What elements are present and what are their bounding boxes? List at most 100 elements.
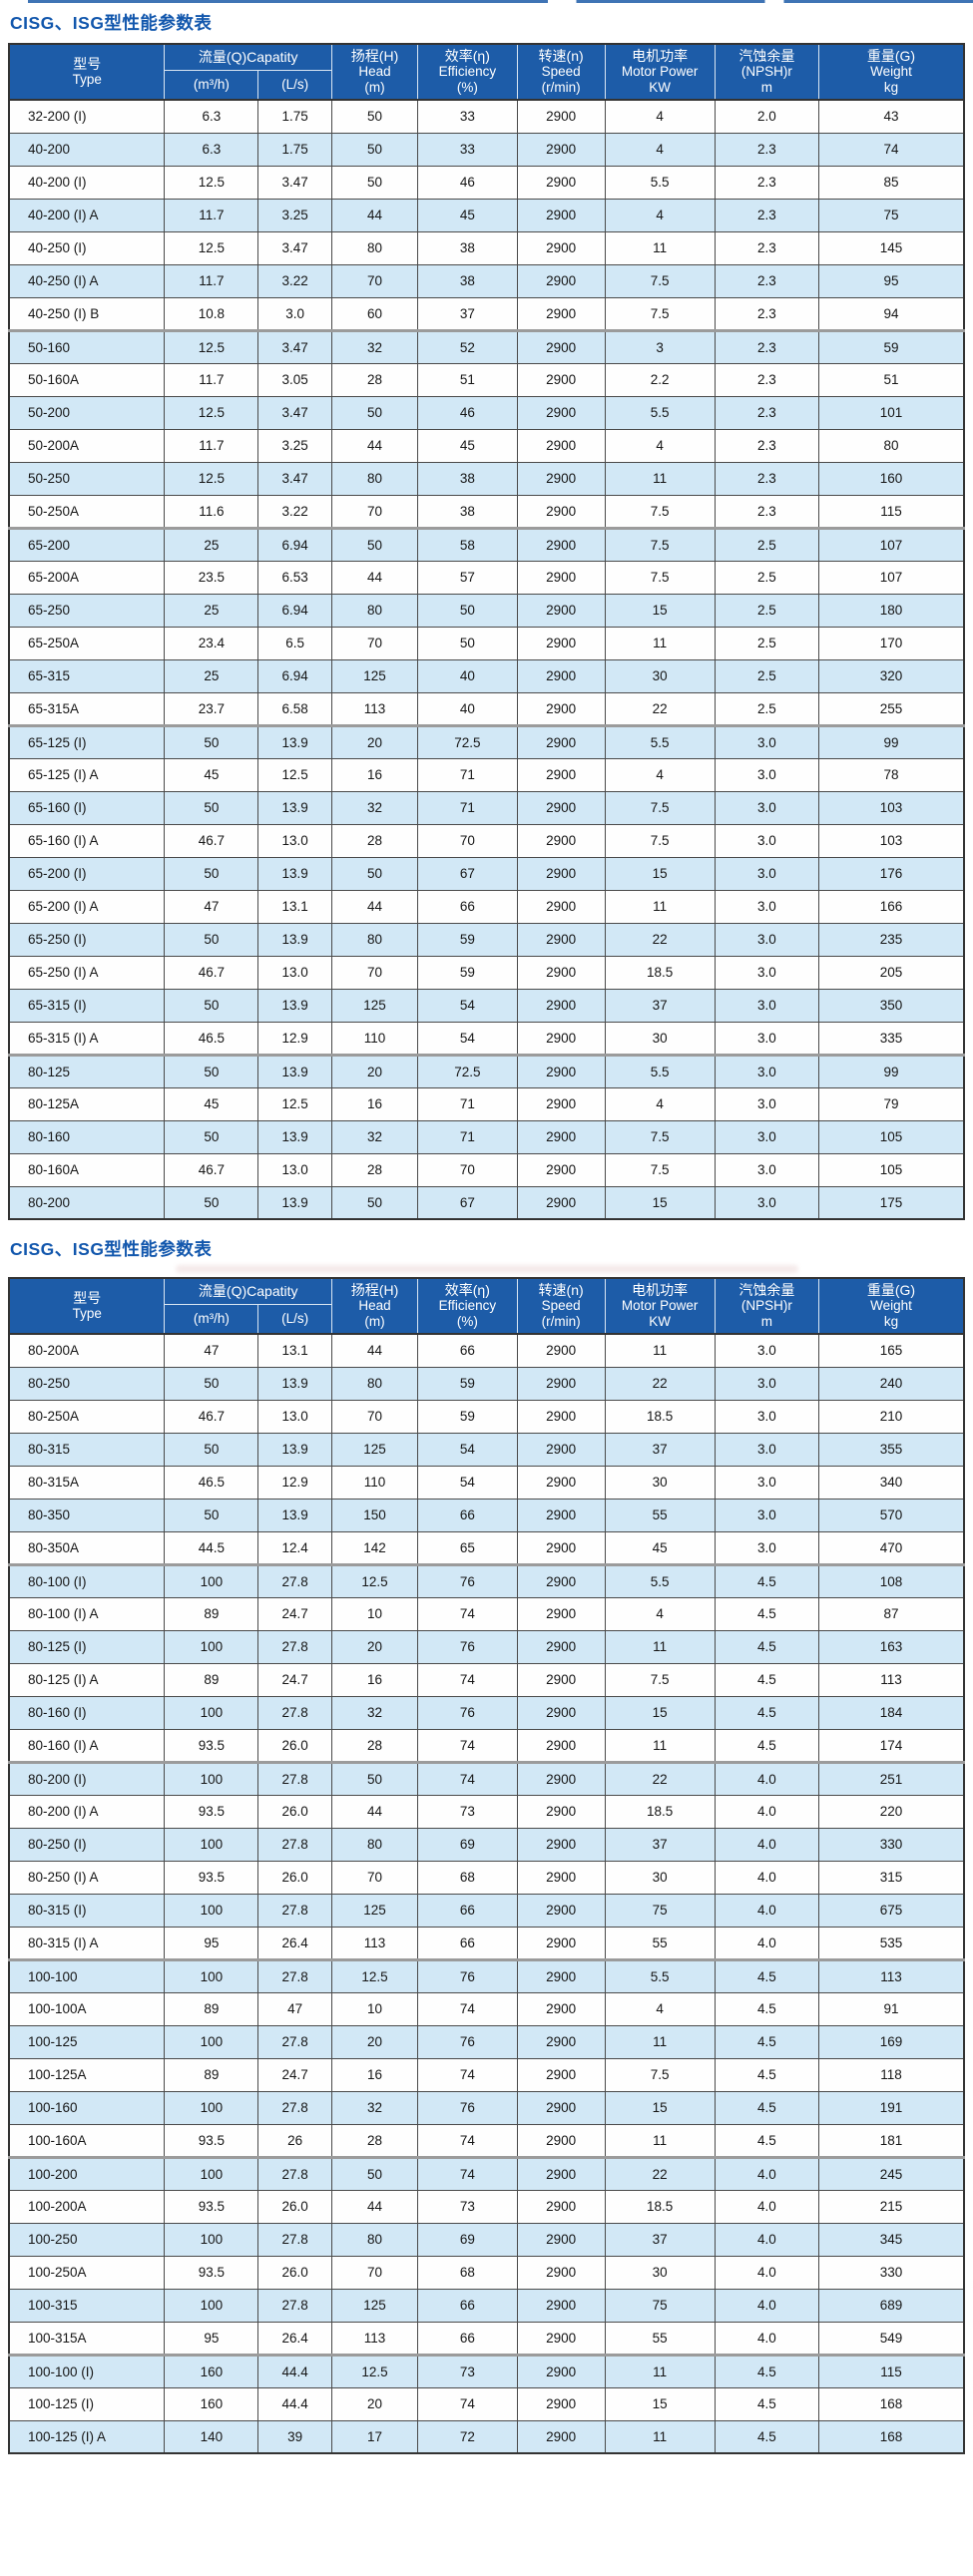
value-cell: 113 (817, 1662, 965, 1697)
value-cell: 4.0 (714, 2189, 819, 2224)
value-cell: 20 (330, 1054, 419, 1088)
value-cell: 22 (604, 691, 716, 727)
table-row: 40-200 (I) 12.5 3.47 50 46 2900 5.5 2.3 85 (8, 165, 965, 200)
value-cell: 32 (330, 1695, 419, 1730)
value-cell: 2.3 (714, 329, 819, 364)
value-cell: 2900 (516, 362, 606, 397)
value-cell: 2900 (516, 1465, 606, 1500)
value-cell: 15 (604, 593, 716, 628)
value-cell: 15 (604, 1695, 716, 1730)
value-cell: 75 (604, 2288, 716, 2323)
value-cell: 32 (330, 1119, 419, 1154)
value-cell: 3.25 (257, 198, 332, 232)
value-cell: 2900 (516, 2321, 606, 2357)
value-cell: 3.0 (257, 296, 332, 332)
value-cell: 125 (330, 988, 419, 1023)
value-cell: 2900 (516, 2288, 606, 2323)
value-cell: 74 (417, 1761, 518, 1796)
col-header-speed: 转速(n) Speed (r/min) (516, 43, 606, 101)
value-cell: 95 (164, 2321, 259, 2357)
value-cell: 2.5 (714, 527, 819, 562)
value-cell: 37 (604, 988, 716, 1023)
value-cell: 100 (164, 2024, 259, 2059)
value-cell: 163 (817, 1629, 965, 1664)
value-cell: 87 (817, 1596, 965, 1631)
col-header-weight: 重量(G) Weight kg (817, 1277, 965, 1335)
value-cell: 66 (417, 1926, 518, 1961)
value-cell: 142 (330, 1530, 419, 1566)
value-cell: 3.0 (714, 1086, 819, 1121)
value-cell: 100 (164, 2156, 259, 2191)
value-cell: 93.5 (164, 1860, 259, 1895)
value-cell: 2900 (516, 1860, 606, 1895)
value-cell: 160 (164, 2354, 259, 2388)
model-cell: 80-100 (I) (8, 1563, 166, 1598)
value-cell: 12.4 (257, 1530, 332, 1566)
value-cell: 93.5 (164, 1794, 259, 1829)
value-cell: 110 (330, 1465, 419, 1500)
value-cell: 6.94 (257, 593, 332, 628)
value-cell: 4.0 (714, 2255, 819, 2290)
value-cell: 13.9 (257, 1119, 332, 1154)
model-cell: 100-200 (8, 2156, 166, 2191)
value-cell: 22 (604, 2156, 716, 2191)
value-cell: 160 (817, 461, 965, 496)
value-cell: 76 (417, 1563, 518, 1598)
table-row: 100-100 100 27.8 12.5 76 2900 5.5 4.5 113 (8, 1958, 965, 1993)
value-cell: 125 (330, 1893, 419, 1928)
value-cell: 2900 (516, 2123, 606, 2159)
value-cell: 6.94 (257, 527, 332, 562)
value-cell: 2900 (516, 1991, 606, 2026)
table-row: 80-125A 45 12.5 16 71 2900 4 3.0 79 (8, 1086, 965, 1121)
value-cell: 4.0 (714, 2222, 819, 2257)
col-header-type: 型号 Type (8, 1277, 166, 1335)
value-cell: 2900 (516, 626, 606, 660)
value-cell: 54 (417, 1465, 518, 1500)
value-cell: 2.3 (714, 165, 819, 200)
value-cell: 37 (604, 2222, 716, 2257)
value-cell: 2900 (516, 1596, 606, 1631)
value-cell: 549 (817, 2321, 965, 2357)
value-cell: 105 (817, 1152, 965, 1187)
model-cell: 100-125A (8, 2057, 166, 2092)
value-cell: 340 (817, 1465, 965, 1500)
value-cell: 67 (417, 1185, 518, 1220)
value-cell: 100 (164, 1563, 259, 1598)
table-row: 80-100 (I) 100 27.8 12.5 76 2900 5.5 4.5 108 (8, 1563, 965, 1598)
value-cell: 4.5 (714, 2090, 819, 2125)
value-cell: 11 (604, 626, 716, 660)
table-row: 40-250 (I) A 11.7 3.22 70 38 2900 7.5 2.3 95 (8, 263, 965, 298)
table-row: 100-100A 89 47 10 74 2900 4 4.5 91 (8, 1991, 965, 2026)
value-cell: 4.5 (714, 1991, 819, 2026)
value-cell: 16 (330, 1662, 419, 1697)
table-row: 100-315A 95 26.4 113 66 2900 55 4.0 549 (8, 2321, 965, 2357)
model-cell: 100-250 (8, 2222, 166, 2257)
value-cell: 4.0 (714, 1794, 819, 1829)
value-cell: 50 (330, 395, 419, 430)
value-cell: 54 (417, 1432, 518, 1467)
value-cell: 22 (604, 922, 716, 957)
value-cell: 335 (817, 1021, 965, 1057)
value-cell: 4.5 (714, 1695, 819, 1730)
value-cell: 12.5 (164, 329, 259, 364)
model-cell: 80-250A (8, 1399, 166, 1434)
value-cell: 57 (417, 560, 518, 595)
value-cell: 91 (817, 1991, 965, 2026)
value-cell: 12.5 (257, 1086, 332, 1121)
value-cell: 78 (817, 757, 965, 792)
table-header: 型号 Type 流量(Q)Capatity 扬程(H) Head (m) 效率(… (8, 1277, 965, 1335)
value-cell: 2900 (516, 1498, 606, 1532)
value-cell: 11 (604, 1629, 716, 1664)
value-cell: 80 (330, 2222, 419, 2257)
value-cell: 99 (817, 1054, 965, 1088)
value-cell: 3.0 (714, 955, 819, 990)
model-cell: 100-315A (8, 2321, 166, 2357)
model-cell: 80-350 (8, 1498, 166, 1532)
value-cell: 80 (817, 428, 965, 463)
value-cell: 27.8 (257, 2288, 332, 2323)
model-cell: 65-200A (8, 560, 166, 595)
value-cell: 70 (330, 626, 419, 660)
value-cell: 3.47 (257, 329, 332, 364)
model-cell: 100-250A (8, 2255, 166, 2290)
value-cell: 70 (330, 2255, 419, 2290)
